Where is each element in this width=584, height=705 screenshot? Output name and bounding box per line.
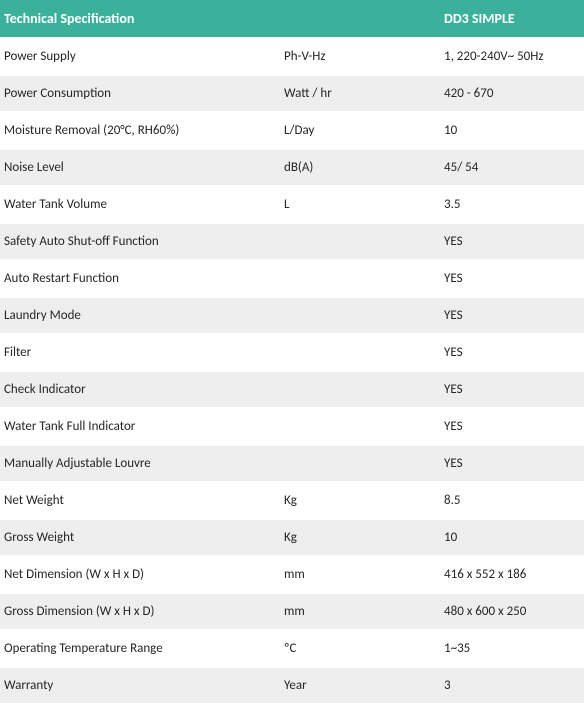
spec-value: YES [440,297,584,334]
header-model: DD3 SIMPLE [440,0,584,38]
spec-unit [280,260,440,297]
spec-unit: dB(A) [280,149,440,186]
spec-unit: Ph-V-Hz [280,38,440,75]
table-row: Power SupplyPh-V-Hz1, 220-240V~ 50Hz [0,38,584,75]
spec-label: Filter [0,334,280,371]
spec-unit: Year [280,667,440,704]
spec-unit [280,445,440,482]
spec-label: Moisture Removal (20°C, RH60%) [0,112,280,149]
spec-label: Auto Restart Function [0,260,280,297]
spec-value: 416 x 552 x 186 [440,556,584,593]
spec-label: Gross Weight [0,519,280,556]
table-row: Filter YES [0,334,584,371]
table-row: Manually Adjustable Louvre YES [0,445,584,482]
table-row: Net Dimension (W x H x D)mm416 x 552 x 1… [0,556,584,593]
spec-unit [280,334,440,371]
spec-label: Water Tank Volume [0,186,280,223]
spec-value: 45/ 54 [440,149,584,186]
spec-label: Operating Temperature Range [0,630,280,667]
spec-value: YES [440,408,584,445]
spec-value: 480 x 600 x 250 [440,593,584,630]
spec-label: Warranty [0,667,280,704]
table-row: Net WeightKg8.5 [0,482,584,519]
spec-value: YES [440,445,584,482]
spec-value: 10 [440,519,584,556]
table-row: Auto Restart Function YES [0,260,584,297]
table-row: Operating Temperature RangeºC1~35 [0,630,584,667]
spec-unit: ºC [280,630,440,667]
spec-unit [280,408,440,445]
spec-unit: Kg [280,482,440,519]
table-row: Gross WeightKg10 [0,519,584,556]
spec-value: YES [440,223,584,260]
spec-label: Noise Level [0,149,280,186]
spec-label: Power Consumption [0,75,280,112]
table-row: Check Indicator YES [0,371,584,408]
spec-label: Net Dimension (W x H x D) [0,556,280,593]
spec-label: Power Supply [0,38,280,75]
table-row: Moisture Removal (20°C, RH60%)L/Day10 [0,112,584,149]
spec-unit [280,371,440,408]
spec-unit [280,223,440,260]
spec-value: 10 [440,112,584,149]
table-row: Laundry Mode YES [0,297,584,334]
spec-unit: Kg [280,519,440,556]
header-spec: Technical Specification [0,0,440,38]
spec-unit: L [280,186,440,223]
spec-table: Technical Specification DD3 SIMPLE Power… [0,0,584,705]
table-row: Gross Dimension (W x H x D)mm480 x 600 x… [0,593,584,630]
spec-unit [280,297,440,334]
table-header-row: Technical Specification DD3 SIMPLE [0,0,584,38]
spec-value: 1~35 [440,630,584,667]
spec-table-body: Power SupplyPh-V-Hz1, 220-240V~ 50HzPowe… [0,38,584,704]
spec-value: 3.5 [440,186,584,223]
table-row: WarrantyYear3 [0,667,584,704]
spec-label: Water Tank Full Indicator [0,408,280,445]
spec-label: Laundry Mode [0,297,280,334]
spec-label: Check Indicator [0,371,280,408]
spec-value: YES [440,371,584,408]
spec-value: YES [440,334,584,371]
spec-value: 8.5 [440,482,584,519]
spec-value: YES [440,260,584,297]
table-row: Water Tank Full Indicator YES [0,408,584,445]
spec-label: Manually Adjustable Louvre [0,445,280,482]
spec-value: 1, 220-240V~ 50Hz [440,38,584,75]
spec-unit: mm [280,556,440,593]
spec-label: Net Weight [0,482,280,519]
spec-value: 3 [440,667,584,704]
table-row: Power ConsumptionWatt / hr420 - 670 [0,75,584,112]
table-row: Noise LeveldB(A)45/ 54 [0,149,584,186]
spec-unit: L/Day [280,112,440,149]
spec-unit: mm [280,593,440,630]
spec-label: Gross Dimension (W x H x D) [0,593,280,630]
spec-label: Safety Auto Shut-off Function [0,223,280,260]
spec-value: 420 - 670 [440,75,584,112]
table-row: Safety Auto Shut-off Function YES [0,223,584,260]
spec-unit: Watt / hr [280,75,440,112]
table-row: Water Tank VolumeL3.5 [0,186,584,223]
